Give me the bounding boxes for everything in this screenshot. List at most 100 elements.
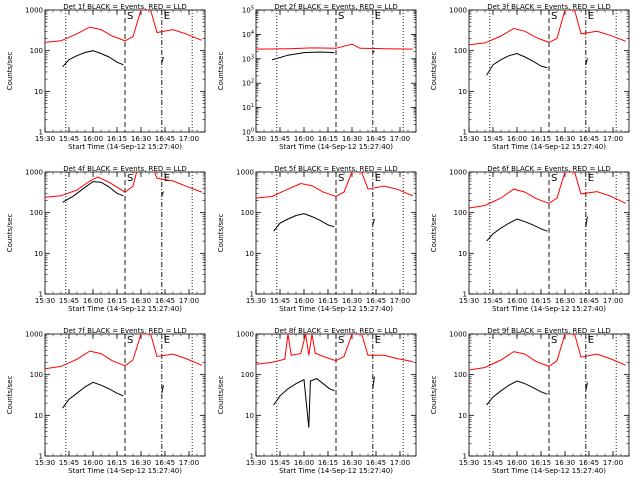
plot-title: Det 2f BLACK = Events, RED = LLD (274, 3, 397, 11)
plot-panel-2: Det 2f BLACK = Events, RED = LLD 100 101 10… (217, 3, 417, 151)
y-tick-label: 1000 (449, 169, 467, 177)
x-tick-label: 17:00 (179, 297, 199, 305)
series-red-line (256, 43, 413, 50)
x-tick-label: 15:30 (35, 459, 55, 467)
x-tick-label: 16:15 (531, 297, 551, 305)
x-tick-label: 16:30 (555, 297, 575, 305)
y-axis-label: Counts/sec (217, 376, 225, 415)
x-tick-label: 16:00 (83, 297, 103, 305)
marker-label-e: E (164, 11, 170, 22)
y-tick-label: 100 (241, 371, 254, 379)
plot-title: Det 5f BLACK = Events, RED = LLD (274, 165, 397, 173)
x-tick-label: 16:15 (107, 297, 127, 305)
y-tick-label: 1 (250, 291, 254, 299)
y-axis-label: Counts/sec (430, 376, 438, 415)
plot-panel-3: Det 3f BLACK = Events, RED = LLD 1 10 100 10… (430, 3, 630, 151)
x-tick-label: 16:15 (107, 459, 127, 467)
marker-label-s: S (338, 11, 344, 22)
x-tick-label: 17:00 (179, 459, 199, 467)
x-tick-label: 17:00 (390, 459, 410, 467)
series-black-line (62, 50, 124, 68)
marker-label-s: S (127, 11, 133, 22)
x-axis-label: Start Time (14-Sep-12 15:27:40) (492, 467, 606, 475)
series-red-line (469, 10, 626, 46)
marker-label-e: E (588, 335, 594, 346)
y-axis-label: Counts/sec (217, 214, 225, 253)
x-tick-label: 15:45 (270, 297, 290, 305)
plot-panel-7: Det 7f BLACK = Events, RED = LLD 1 10 100 10… (6, 327, 206, 475)
y-tick-label: 1000 (236, 169, 254, 177)
marker-label-e: E (588, 173, 594, 184)
x-tick-label: 16:45 (366, 135, 386, 143)
y-tick-label: 100 (454, 209, 467, 217)
series-red-line (469, 172, 627, 209)
x-tick-label: 15:30 (459, 135, 479, 143)
y-axis-label: Counts/sec (6, 52, 14, 91)
x-tick-label: 17:00 (179, 135, 199, 143)
series-red-line (45, 10, 202, 43)
y-tick-label: 10 (458, 88, 467, 96)
marker-label-s: S (551, 11, 557, 22)
x-tick-label: 16:00 (294, 297, 314, 305)
y-tick-label: 1 (39, 291, 43, 299)
x-tick-label: 16:30 (131, 297, 151, 305)
x-tick-label: 17:00 (603, 459, 623, 467)
x-tick-label: 16:45 (366, 459, 386, 467)
x-tick-label: 16:45 (579, 459, 599, 467)
x-axis-label: Start Time (14-Sep-12 15:27:40) (279, 467, 393, 475)
series-black-line (161, 56, 164, 64)
y-tick-label: 100 (30, 371, 43, 379)
x-tick-label: 15:30 (459, 297, 479, 305)
marker-label-s: S (127, 173, 133, 184)
y-tick-label: 100 (454, 47, 467, 55)
x-tick-label: 15:30 (246, 297, 266, 305)
y-tick-label: 1000 (25, 331, 43, 339)
x-tick-label: 16:30 (555, 459, 575, 467)
x-tick-label: 15:30 (459, 459, 479, 467)
plot-panel-8: Det 8f BLACK = Events, RED = LLD 1 10 100 10… (217, 327, 417, 475)
y-tick-label: 100 (242, 128, 254, 137)
x-tick-label: 15:45 (483, 459, 503, 467)
x-tick-label: 16:45 (579, 135, 599, 143)
x-tick-label: 16:30 (342, 297, 362, 305)
x-tick-label: 15:45 (270, 135, 290, 143)
y-axis-label: Counts/sec (430, 214, 438, 253)
y-tick-label: 10 (458, 250, 467, 258)
x-tick-label: 16:45 (155, 297, 175, 305)
x-tick-label: 15:45 (483, 135, 503, 143)
x-tick-label: 15:45 (59, 135, 79, 143)
x-tick-label: 15:30 (35, 135, 55, 143)
y-axis-label: Counts/sec (6, 376, 14, 415)
y-tick-label: 1 (250, 453, 254, 461)
y-tick-label: 1 (463, 291, 467, 299)
x-tick-label: 16:15 (318, 459, 338, 467)
x-tick-label: 17:00 (390, 297, 410, 305)
x-tick-label: 16:00 (83, 135, 103, 143)
y-tick-label: 1000 (236, 331, 254, 339)
plot-panel-1: Det 1f BLACK = Events, RED = LLD 1 10 100 10… (6, 3, 206, 151)
series-black-line (372, 50, 375, 53)
x-tick-label: 15:45 (59, 459, 79, 467)
plot-title: Det 3f BLACK = Events, RED = LLD (487, 3, 610, 11)
x-tick-label: 16:00 (507, 459, 527, 467)
y-tick-label: 10 (34, 412, 43, 420)
x-tick-label: 16:15 (318, 135, 338, 143)
x-tick-label: 15:45 (483, 297, 503, 305)
plot-title: Det 8f BLACK = Events, RED = LLD (274, 327, 397, 335)
plot-title: Det 7f BLACK = Events, RED = LLD (63, 327, 186, 335)
y-tick-label: 101 (242, 103, 254, 112)
x-tick-label: 16:15 (531, 135, 551, 143)
x-tick-label: 16:00 (83, 459, 103, 467)
y-tick-label: 104 (242, 30, 254, 39)
series-black-line (62, 381, 124, 409)
marker-label-s: S (338, 335, 344, 346)
series-black-line (161, 191, 164, 196)
x-tick-label: 16:00 (294, 135, 314, 143)
plot-title: Det 1f BLACK = Events, RED = LLD (63, 3, 186, 11)
series-red-line (45, 334, 202, 370)
marker-label-s: S (338, 173, 344, 184)
series-black-line (271, 51, 335, 61)
series-red-line (256, 172, 413, 199)
plot-title: Det 6f BLACK = Events, RED = LLD (487, 165, 610, 173)
